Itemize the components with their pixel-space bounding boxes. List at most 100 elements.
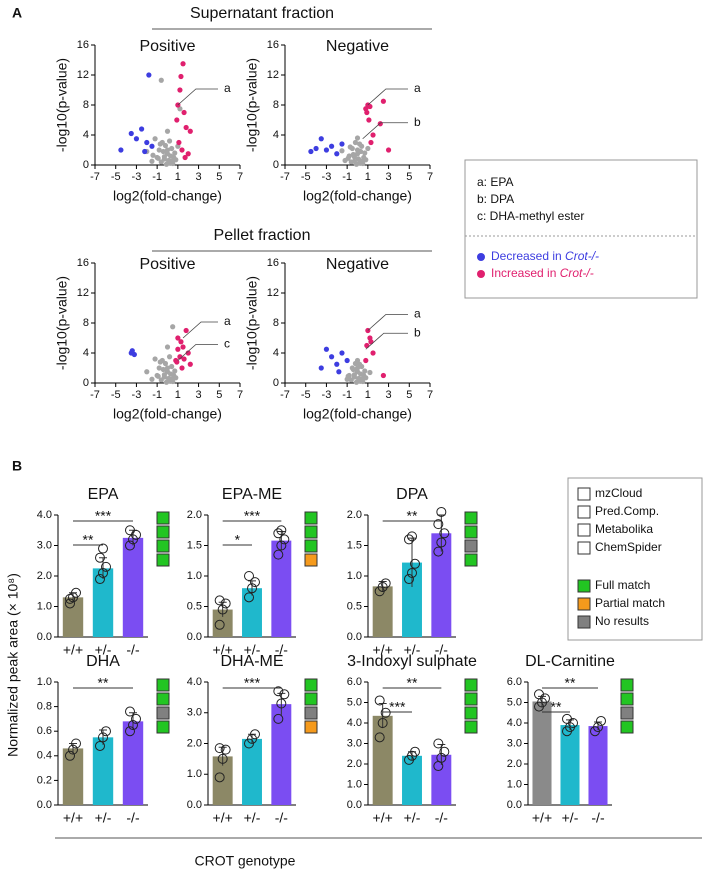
- replicate-point: [377, 718, 388, 728]
- replicate-point: [410, 746, 420, 757]
- data-point: [128, 130, 134, 137]
- x-tick-label: -/-: [126, 810, 140, 826]
- x-tick-label: 7: [237, 389, 243, 401]
- fraction-title: Pellet fraction: [214, 227, 311, 244]
- x-tick-label: -/-: [275, 810, 289, 826]
- data-point: [152, 356, 158, 362]
- y-tick-label: 0.0: [507, 799, 522, 811]
- match-swatch: [156, 553, 170, 567]
- error-bar: [408, 537, 416, 587]
- plot-title: DPA: [396, 486, 428, 503]
- data-point: [142, 148, 148, 155]
- legend-label: ChemSpider: [595, 540, 662, 554]
- replicate-point: [98, 543, 108, 554]
- replicate-point: [596, 715, 606, 726]
- match-swatch: [464, 553, 478, 567]
- data-point: [323, 147, 330, 153]
- x-tick-label: -5: [301, 389, 311, 401]
- y-tick-label: 1.0: [37, 676, 52, 688]
- bar: [92, 568, 114, 637]
- data-point: [380, 98, 386, 104]
- significance-label: ***: [244, 675, 261, 691]
- bar: [122, 721, 144, 805]
- x-axis-label: log2(fold-change): [303, 188, 412, 204]
- replicate-point: [273, 528, 284, 539]
- data-point: [162, 142, 169, 149]
- annotation-leader: [367, 88, 408, 106]
- data-point: [358, 371, 364, 377]
- data-point: [359, 158, 365, 164]
- replicate-point: [71, 587, 81, 598]
- x-tick-label: -7: [90, 171, 100, 183]
- data-point: [329, 143, 335, 149]
- data-point: [362, 368, 368, 374]
- data-point: [157, 359, 163, 365]
- data-point: [183, 327, 189, 334]
- data-point: [146, 72, 152, 78]
- data-point: [177, 354, 183, 360]
- x-tick-label: +/-: [404, 642, 421, 658]
- y-tick-label: 1.5: [187, 539, 202, 551]
- y-axis-label: -log10(p-value): [244, 276, 260, 370]
- x-tick-label: +/+: [373, 810, 393, 826]
- x-tick-label: +/-: [244, 810, 261, 826]
- y-tick-label: 2.0: [347, 758, 362, 770]
- x-tick-label: -3: [132, 389, 142, 401]
- data-point: [363, 357, 369, 364]
- y-tick-label: 0.0: [347, 799, 362, 811]
- y-tick-label: 3.0: [347, 737, 362, 749]
- data-point: [164, 365, 171, 371]
- y-tick-label: 4.0: [507, 717, 522, 729]
- bar: [242, 588, 262, 637]
- legend-text: Increased in: [491, 266, 560, 280]
- data-point: [164, 128, 171, 134]
- y-tick-label: 2.0: [507, 758, 522, 770]
- y-axis-label: -log10(p-value): [244, 58, 260, 152]
- match-swatch: [156, 678, 170, 692]
- y-tick-label: 16: [77, 39, 89, 51]
- data-point: [339, 350, 345, 356]
- x-tick-label: +/+: [213, 642, 233, 658]
- panel-label: A: [12, 5, 22, 21]
- data-point: [368, 139, 374, 146]
- data-point: [352, 139, 359, 146]
- match-swatch: [620, 720, 634, 734]
- data-point: [157, 141, 163, 147]
- x-tick-label: -/-: [591, 810, 605, 826]
- x-axis-label: CROT genotype: [195, 853, 296, 869]
- replicate-point: [95, 740, 105, 751]
- data-point: [168, 371, 174, 377]
- data-point: [348, 377, 354, 383]
- replicate-point: [380, 707, 391, 718]
- y-tick-label: 3.0: [37, 539, 52, 551]
- data-point: [144, 139, 150, 146]
- legend-label: Increased in Crot-/-: [491, 266, 594, 280]
- x-tick-label: +/+: [213, 810, 233, 826]
- x-tick-label: +/-: [404, 810, 421, 826]
- data-point: [363, 375, 369, 381]
- legend-swatch: [577, 541, 591, 555]
- x-tick-label: -5: [111, 389, 121, 401]
- data-point: [334, 151, 340, 157]
- x-axis-label: log2(fold-change): [303, 406, 412, 422]
- x-tick-label: +/+: [373, 642, 393, 658]
- y-tick-label: 6.0: [507, 676, 522, 688]
- bar: [402, 755, 422, 805]
- replicate-point: [250, 729, 260, 740]
- replicate-point: [101, 561, 111, 572]
- legend-emph: Crot-/-: [565, 249, 599, 263]
- data-point: [345, 373, 351, 379]
- plot-title: EPA: [88, 486, 119, 503]
- y-tick-label: 8: [83, 317, 89, 329]
- replicate-point: [534, 689, 544, 700]
- replicate-point: [217, 604, 228, 615]
- replicate-point: [433, 519, 444, 530]
- data-point: [173, 375, 179, 381]
- y-tick-label: 1.0: [187, 570, 202, 582]
- y-tick-label: 0.5: [187, 600, 202, 612]
- legend-swatch: [577, 505, 591, 519]
- replicate-point: [377, 581, 388, 592]
- data-point: [152, 136, 158, 142]
- replicate-point: [125, 726, 135, 737]
- replicate-point: [273, 713, 284, 724]
